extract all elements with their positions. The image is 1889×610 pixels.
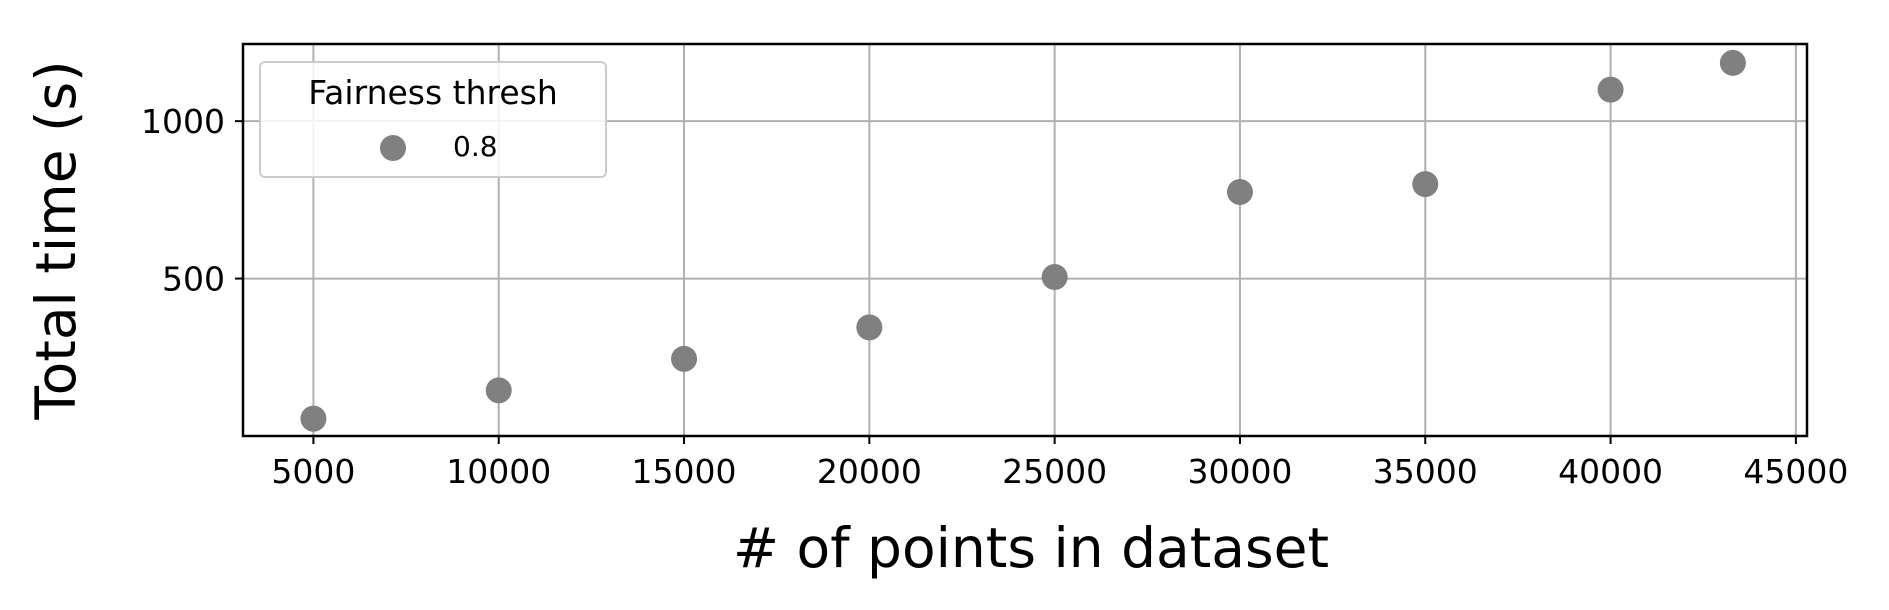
x-axis-title: # of points in dataset (733, 516, 1329, 580)
legend-marker (380, 135, 406, 161)
data-point (300, 405, 327, 432)
data-point (1412, 171, 1439, 198)
y-axis-title: Total time (s) (24, 60, 88, 420)
y-tick-label: 500 (162, 260, 225, 299)
legend: Fairness thresh 0.8 (259, 61, 607, 178)
x-tick-label: 45000 (1743, 452, 1848, 491)
x-tick-label: 30000 (1187, 452, 1292, 491)
data-point (1597, 76, 1624, 103)
data-point (671, 345, 698, 372)
plot-frame (241, 42, 1809, 438)
data-points (300, 49, 1746, 432)
x-tick-label: 35000 (1373, 452, 1478, 491)
x-tick-label: 25000 (1002, 452, 1107, 491)
x-tick-label: 40000 (1558, 452, 1663, 491)
legend-box (259, 61, 607, 178)
y-tick-label: 1000 (141, 102, 225, 141)
x-tick-label: 10000 (446, 452, 551, 491)
data-point (1719, 49, 1746, 76)
legend-title: Fairness thresh (308, 73, 558, 112)
data-point (485, 377, 512, 404)
x-tick-label: 5000 (271, 452, 355, 491)
data-point (1041, 263, 1068, 290)
x-tick-label: 15000 (632, 452, 737, 491)
x-tick-label: 20000 (817, 452, 922, 491)
legend-label: 0.8 (453, 130, 498, 163)
axis-ticks: 5000 10000 15000 20000 25000 30000 35000 40000 4… (141, 102, 1848, 491)
data-point (1226, 178, 1253, 205)
data-point (856, 314, 883, 341)
